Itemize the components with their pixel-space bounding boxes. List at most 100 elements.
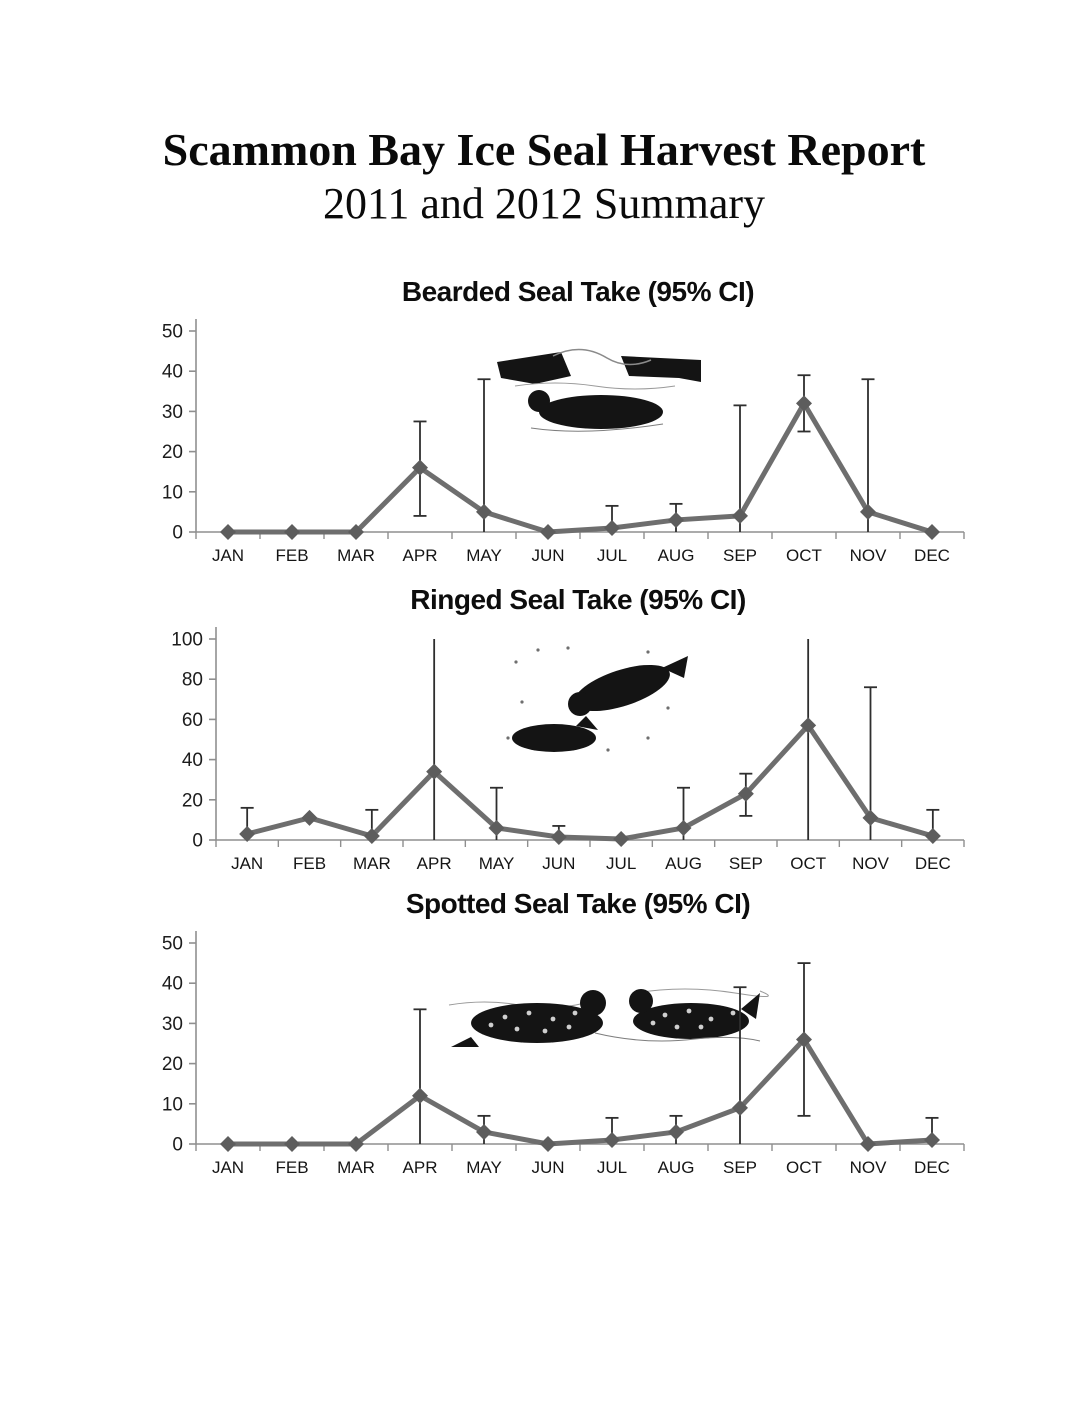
x-tick-label: JUL <box>606 854 636 873</box>
data-point-marker <box>668 1123 684 1140</box>
data-point-marker <box>284 524 300 540</box>
bearded-seal-illustration <box>497 348 701 432</box>
x-tick-label: MAY <box>466 546 502 565</box>
data-point-marker <box>540 1136 556 1152</box>
y-tick-label: 50 <box>162 934 183 955</box>
data-point-marker <box>348 524 364 540</box>
data-point-marker <box>675 819 692 836</box>
y-tick-label: 0 <box>192 831 203 852</box>
data-markers <box>239 717 941 847</box>
data-point-marker <box>540 524 556 540</box>
x-tick-label: AUG <box>658 546 695 565</box>
y-tick-label: 20 <box>162 442 183 463</box>
data-point-marker <box>604 1131 620 1148</box>
y-tick-label: 20 <box>162 1054 183 1075</box>
y-tick-label: 20 <box>182 790 203 811</box>
x-tick-label: JAN <box>212 546 244 565</box>
ringed-seal-illustration <box>506 646 688 752</box>
x-tick-label: OCT <box>786 1158 822 1177</box>
spotted-seal-chart-section: Spotted Seal Take (95% CI) 0 10 20 30 40 50 JA… <box>0 884 1088 1184</box>
bearded-seal-chart-section: Bearded Seal Take (95% CI) 0 10 20 30 40 50 JA… <box>0 272 1088 572</box>
data-point-marker <box>550 828 567 845</box>
chart-title-bearded: Bearded Seal Take (95% CI) <box>401 276 755 307</box>
data-point-marker <box>426 763 443 780</box>
x-tick-label: FEB <box>293 854 326 873</box>
x-tick-label: APR <box>403 546 438 565</box>
x-tick-label: APR <box>417 854 452 873</box>
x-tick-label: MAR <box>337 546 375 565</box>
x-tick-label: APR <box>403 1158 438 1177</box>
data-point-marker <box>924 524 940 540</box>
x-tick-label: MAY <box>466 1158 502 1177</box>
data-point-marker <box>488 819 505 836</box>
data-point-marker <box>732 507 748 524</box>
x-tick-label: SEP <box>723 546 757 565</box>
bearded-seal-take-chart: 0 10 20 30 40 50 JAN FEB MAR APR MAY JUN JUL AUG SEP OC… <box>162 319 965 565</box>
chart-title-spotted: Spotted Seal Take (95% CI) <box>405 888 751 919</box>
data-point-marker <box>613 830 630 847</box>
x-tick-label: DEC <box>914 1158 950 1177</box>
report-title: Scammon Bay Ice Seal Harvest Report <box>162 124 926 175</box>
x-tick-label: JUL <box>597 1158 627 1177</box>
y-tick-label: 40 <box>162 974 183 995</box>
data-point-marker <box>220 524 236 540</box>
x-tick-label: MAY <box>479 854 515 873</box>
data-point-marker <box>924 1131 940 1148</box>
x-tick-label: MAR <box>337 1158 375 1177</box>
data-point-marker <box>239 825 256 842</box>
data-point-marker <box>363 827 380 844</box>
data-point-marker <box>284 1136 300 1152</box>
spotted-seal-take-chart: 0 10 20 30 40 50 JAN FEB MAR APR MAY JUN JUL AUG SEP OC… <box>162 931 965 1177</box>
ringed-seal-chart-section: Ringed Seal Take (95% CI) 0 20 40 60 80 100 JA… <box>0 580 1088 880</box>
data-markers <box>220 395 940 540</box>
data-point-marker <box>220 1136 236 1152</box>
data-line <box>225 400 935 535</box>
data-line <box>225 1036 935 1147</box>
x-tick-label: MAR <box>353 854 391 873</box>
x-tick-label: SEP <box>723 1158 757 1177</box>
y-tick-label: 0 <box>172 1135 183 1156</box>
y-tick-label: 40 <box>182 750 203 771</box>
axes: 0 10 20 30 40 50 JAN FEB MAR APR MAY JUN JUL AUG SEP OC… <box>162 931 965 1177</box>
ringed-seal-take-chart: 0 20 40 60 80 100 JAN FEB MAR APR MAY JUN JUL AUG SEP O… <box>171 627 965 873</box>
x-tick-label: NOV <box>850 546 888 565</box>
data-point-marker <box>604 519 620 536</box>
y-tick-label: 50 <box>162 322 183 343</box>
spotted-seal-illustration <box>448 988 769 1047</box>
y-tick-label: 40 <box>162 362 183 383</box>
data-point-marker <box>796 1031 812 1048</box>
x-tick-label: JAN <box>212 1158 244 1177</box>
data-point-marker <box>476 503 492 520</box>
y-tick-label: 30 <box>162 1014 183 1035</box>
data-markers <box>220 1031 940 1152</box>
chart-title-ringed: Ringed Seal Take (95% CI) <box>410 584 746 615</box>
data-point-marker <box>476 1123 492 1140</box>
data-point-marker <box>860 1136 876 1152</box>
y-tick-label: 30 <box>162 402 183 423</box>
error-bars <box>413 962 939 1144</box>
x-tick-label: JUN <box>542 854 575 873</box>
x-tick-label: JAN <box>231 854 263 873</box>
data-line <box>244 722 936 842</box>
x-tick-label: NOV <box>852 854 890 873</box>
data-point-marker <box>732 1099 748 1116</box>
x-tick-label: OCT <box>790 854 826 873</box>
data-point-marker <box>800 717 817 734</box>
error-bars <box>240 639 940 840</box>
data-point-marker <box>862 809 879 826</box>
x-tick-label: NOV <box>850 1158 888 1177</box>
x-tick-label: OCT <box>786 546 822 565</box>
data-point-marker <box>737 785 754 802</box>
x-tick-label: AUG <box>658 1158 695 1177</box>
y-tick-label: 10 <box>162 1094 183 1115</box>
y-tick-label: 0 <box>172 523 183 544</box>
x-tick-label: AUG <box>665 854 702 873</box>
axes: 0 20 40 60 80 100 JAN FEB MAR APR MAY JUN JUL AUG SEP O… <box>171 627 965 873</box>
data-point-marker <box>348 1136 364 1152</box>
y-tick-label: 10 <box>162 482 183 503</box>
data-point-marker <box>301 809 318 826</box>
x-tick-label: FEB <box>275 1158 308 1177</box>
x-tick-label: SEP <box>729 854 763 873</box>
axes: 0 10 20 30 40 50 JAN FEB MAR APR MAY JUN JUL AUG SEP OC… <box>162 319 965 565</box>
